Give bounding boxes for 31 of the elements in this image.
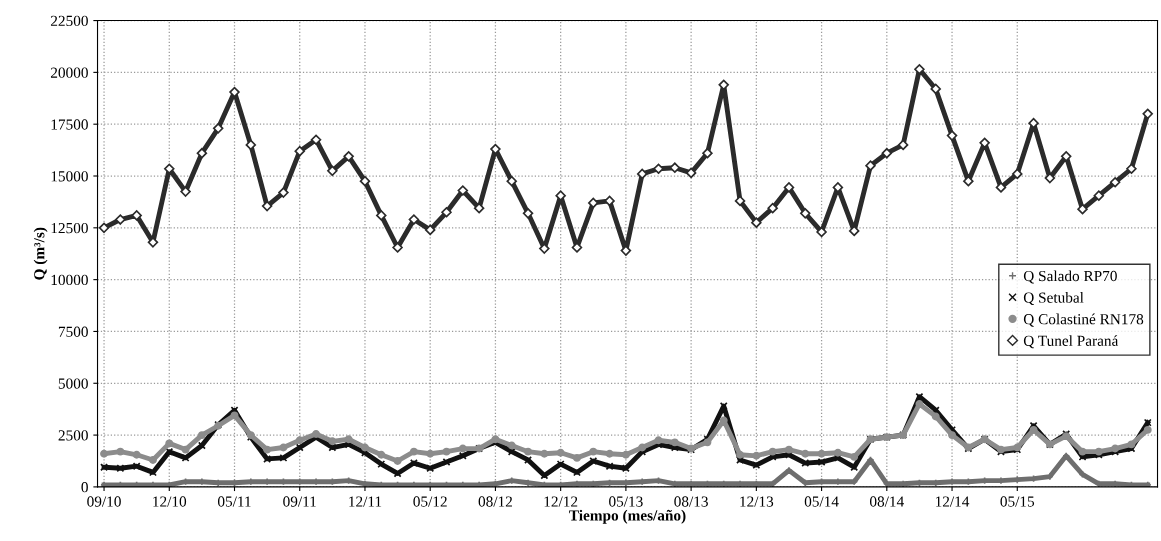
x-tick-label: 12/12 — [544, 496, 578, 507]
y-tick-label: 12500 — [51, 222, 88, 234]
x-tick-label: 05/13 — [609, 496, 643, 507]
x-tick-label: 05/14 — [804, 496, 839, 507]
y-tick-label: 17500 — [51, 119, 88, 130]
x-axis-title: Tiempo (mes/año) — [569, 509, 686, 524]
x-tick-label: 08/14 — [869, 496, 904, 507]
x-tick-label: 12/10 — [153, 496, 187, 507]
x-tick-label: 05/15 — [1000, 496, 1035, 507]
x-tick-label: 08/12 — [478, 496, 512, 507]
y-tick-label: 22500 — [50, 15, 88, 27]
legend-label: Q Colastiné RN178 — [1023, 313, 1144, 327]
y-tick-label: 20000 — [50, 67, 88, 78]
y-axis-title: Q (m³/s) — [33, 227, 48, 280]
y-tick-label: 5000 — [58, 378, 88, 389]
x-tick-label: 12/13 — [740, 496, 774, 507]
x-tick-label: 09/10 — [87, 496, 121, 507]
x-tick-label: 08/13 — [674, 496, 708, 507]
y-tick-label: 0 — [81, 482, 88, 493]
x-tick-label: 09/11 — [283, 496, 316, 507]
x-tick-label: 12/14 — [935, 496, 970, 507]
legend-label: Q Salado RP70 — [1023, 270, 1117, 284]
y-tick-label: 10000 — [51, 274, 88, 286]
x-tick-label: 12/11 — [349, 496, 382, 507]
x-tick-label: 05/12 — [413, 496, 447, 507]
legend-label: Q Tunel Paraná — [1023, 335, 1119, 349]
y-tick-label: 7500 — [58, 326, 88, 337]
y-tick-label: 15000 — [51, 171, 88, 182]
x-tick-label: 05/11 — [217, 496, 251, 507]
y-tick-label: 2500 — [58, 430, 88, 441]
legend-label: Q Setubal — [1023, 292, 1084, 306]
